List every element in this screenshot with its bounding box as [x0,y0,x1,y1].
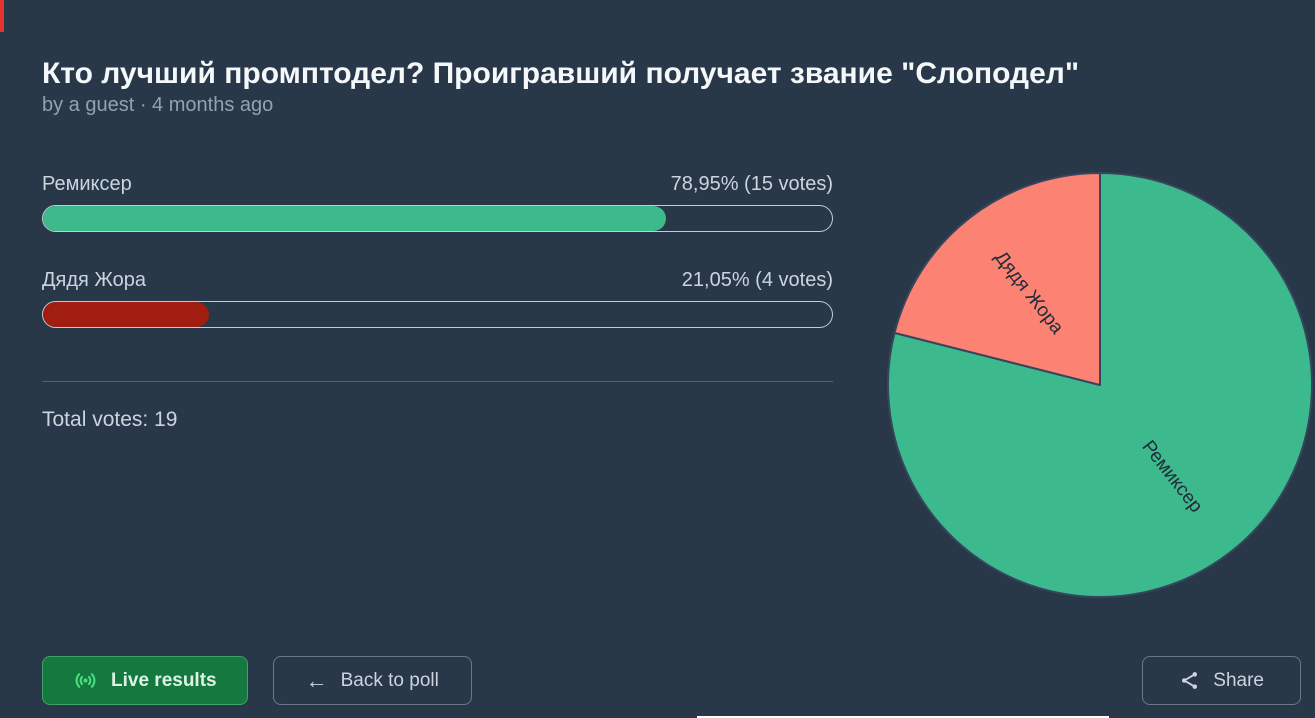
result-bar-track [42,301,833,328]
poll-byline: by a guest · 4 months ago [42,94,274,116]
left-edge-accent [0,0,4,32]
result-head: Ремиксер 78,95% (15 votes) [42,172,833,196]
result-head: Дядя Жора 21,05% (4 votes) [42,268,833,292]
share-label: Share [1213,669,1264,691]
result-row: Дядя Жора 21,05% (4 votes) [42,268,833,328]
option-label: Ремиксер [42,173,132,195]
result-bar-fill [43,302,210,327]
result-row: Ремиксер 78,95% (15 votes) [42,172,833,232]
share-nodes-icon [1179,670,1200,691]
poll-results: Ремиксер 78,95% (15 votes) Дядя Жора 21,… [42,172,833,328]
back-to-poll-button[interactable]: ← Back to poll [272,656,472,705]
footer-toolbar: Live results ← Back to poll Share [0,656,1315,705]
result-bar-fill [43,206,666,231]
live-results-button[interactable]: Live results [42,656,248,705]
back-to-poll-label: Back to poll [340,669,439,691]
divider [42,381,833,382]
pie-slice-1 [893,172,1101,386]
left-arrow-icon: ← [305,667,328,693]
option-percent: 21,05% (4 votes) [681,269,833,291]
option-percent: 78,95% (15 votes) [670,173,833,195]
pie-chart: Ремиксер Дядя Жора [885,170,1315,600]
option-label: Дядя Жора [42,269,147,291]
broadcast-icon [73,668,98,693]
total-votes: Total votes: 19 [42,408,178,431]
live-results-label: Live results [111,669,217,691]
share-button[interactable]: Share [1142,656,1301,705]
page-title: Кто лучший промптодел? Проигравший получ… [42,57,1080,91]
result-bar-track [42,205,833,232]
bottom-edge-sliver [697,716,1109,718]
